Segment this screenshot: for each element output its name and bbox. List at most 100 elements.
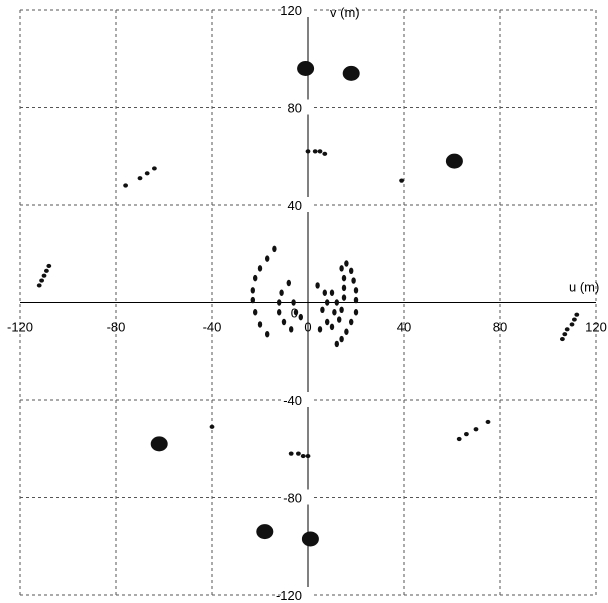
uv-point [464,432,469,437]
uv-point [456,436,462,442]
uv-track-point [339,265,344,272]
uv-track-point [265,255,270,262]
uv-track-point [277,309,282,316]
uv-point-large [150,436,168,452]
uv-track-point [344,328,349,335]
y-tick-label: 40 [288,198,302,213]
uv-point [39,278,44,283]
uv-track-point [250,287,255,294]
uv-track-point [257,321,263,328]
uv-point [322,151,328,156]
x-tick-label: 0 [304,320,311,335]
uv-track-point [341,284,347,292]
uv-track-point [277,299,282,306]
uv-track-point [349,267,354,275]
uv-track-point [329,323,335,331]
uv-point [36,283,42,288]
uv-point [46,263,52,269]
axes [20,10,596,595]
uv-track-point [351,277,356,284]
uv-track-point [291,299,296,306]
x-tick-label: 80 [493,320,507,335]
uv-track-point [293,309,299,316]
y-tick-label: 120 [280,3,302,18]
uv-point [209,424,215,429]
uv-track-point [253,274,258,282]
uv-point [312,149,318,154]
uv-track-point [341,294,347,301]
uv-point [144,171,150,176]
uv-point [305,149,311,154]
tick-labels: -120-80-400408012012080400-40-80-120 [7,2,607,603]
uv-track-point [325,299,330,306]
uv-track-point [344,260,349,267]
uv-track-point [337,316,342,323]
uv-point [399,178,404,183]
uv-point [300,453,306,459]
uv-track-point [253,309,258,316]
uv-track-point [289,326,294,333]
uv-point [305,453,311,459]
uv-point [317,149,323,154]
y-tick-label: -120 [276,588,302,603]
uv-track-point [281,318,287,326]
uv-track-point [322,289,327,296]
uv-point [473,427,479,432]
uv-point [569,322,575,327]
uv-point [564,327,570,332]
uv-point [562,332,568,337]
uv-track-point [349,318,354,326]
uv-track-point [279,289,284,296]
uv-track-point [339,335,344,343]
y-tick-label-bg [284,587,314,602]
uv-point [41,273,47,278]
y-tick-label: 80 [288,101,302,116]
uv-track-point [353,309,359,316]
y-tick-label: -80 [283,491,302,506]
uv-track-point [339,306,344,314]
uv-point [485,419,491,425]
uv-track-point [334,299,339,306]
uv-track-point [250,296,255,304]
uv-point-large [342,65,360,81]
uv-track-point [257,265,263,272]
x-tick-label: 40 [397,320,411,335]
uv-point-large [301,531,319,547]
uv-track-point [329,289,335,296]
y-tick-label: -40 [283,393,302,408]
y-tick-label-bg [284,392,314,407]
uv-track-point [265,330,270,338]
uv-point [560,336,565,342]
uv-point [44,268,49,273]
uv-track-point [341,274,347,282]
uv-track-point [320,306,325,314]
uv-track-point [315,282,320,289]
y-tick-label-bg [284,197,314,212]
uv-point-large [256,524,274,540]
uv-point [152,166,157,171]
uv-track-point [353,296,359,304]
uv-track-point [286,279,291,287]
y-tick-label-bg [284,489,314,505]
x-tick-label: -40 [203,320,222,335]
uv-track-point [334,340,339,348]
uv-point [123,183,128,188]
y-axis-label: v (m) [330,5,360,20]
y-tick-label-bg [284,2,314,17]
uv-point [296,451,301,456]
uv-point [288,451,294,456]
uv-track-point [317,326,323,333]
uv-point [137,176,143,181]
uv-track-point [332,309,337,316]
uv-track-point [272,245,277,253]
data-points [36,61,580,547]
x-tick-label: -80 [107,320,126,335]
uv-point [572,317,577,322]
uv-track-point [325,318,330,326]
x-tick-label: -120 [7,320,33,335]
uv-track-point [298,313,303,321]
y-tick-label-bg [284,99,314,115]
x-tick-label: 120 [585,320,607,335]
uv-track-point [353,287,359,294]
uv-point-large [297,61,315,76]
